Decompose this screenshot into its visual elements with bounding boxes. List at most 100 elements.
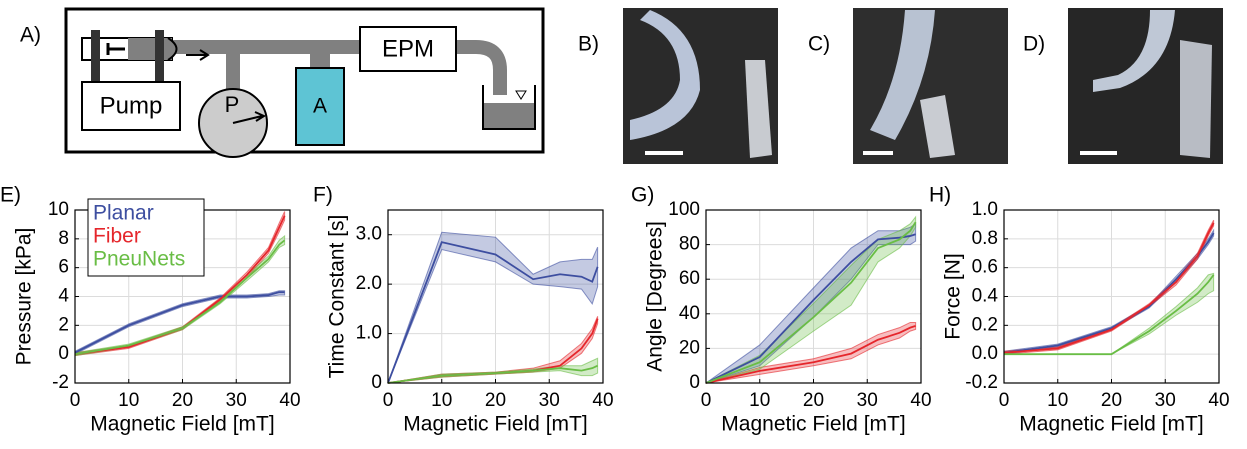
pump-clamp [155,30,164,82]
series-line [705,325,916,384]
y-tick-label: 0 [371,372,382,393]
x-tick-label: 30 [857,390,878,411]
y-tick-label: 60 [679,268,700,289]
x-tick-label: 10 [1047,390,1068,411]
series-line [1003,222,1215,354]
series-line [705,221,917,384]
x-tick-label: 30 [1155,390,1176,411]
error-band [1003,219,1215,355]
x-tick-label: 30 [226,390,247,411]
x-tick-label: 20 [803,390,824,411]
series-line [387,364,599,384]
photo-actuator [630,10,700,140]
y-tick-label: 10 [48,199,69,220]
y-axis-label: Force [N] [942,253,965,339]
plunger [106,43,125,55]
x-tick-label: 40 [592,390,613,411]
y-axis-label: Pressure [kPa] [13,228,36,366]
photo-actuator [1180,40,1212,158]
y-tick-label: 4 [58,286,69,307]
syringe-fluid [128,38,172,60]
diagram-frame [64,7,545,154]
y-tick-label: 20 [679,337,700,358]
reservoir [482,85,536,130]
chart: H) -0.2 0.0 0.2 0.4 0.6 0.8 1.0 0 10 20 30 40Magneti… [929,184,1230,436]
plot-frame [387,209,604,384]
panel-label: E) [0,184,21,207]
legend-entry: PneuNets [93,248,185,271]
pump-box [81,81,181,131]
y-tick-label: 0 [689,372,700,393]
photos: B) C) D) [578,8,1223,164]
x-axis-label: Magnetic Field [mT] [90,413,274,436]
y-axis-label: Time Constant [s] [326,215,349,379]
y-tick-label: 0.6 [972,257,998,278]
y-tick-label: 0.8 [972,228,998,249]
x-axis-label: Magnetic Field [mT] [1019,413,1203,436]
error-band [387,231,599,384]
y-axis-label: Angle [Degrees] [644,221,667,372]
plot-frame [705,209,922,384]
series-line [705,233,916,384]
y-tick-label: 3.0 [356,224,382,245]
level-mark [515,90,527,100]
y-tick-label: 1.0 [356,323,382,344]
panel-label: C) [808,33,830,56]
x-axis-label: Magnetic Field [mT] [721,413,905,436]
photo-actuator [870,10,935,140]
y-tick-label: 100 [668,199,700,220]
panel-label: F) [313,184,333,207]
x-tick-label: 10 [118,390,139,411]
x-tick-label: 20 [172,390,193,411]
legend-entry: Planar [93,202,154,225]
series-line [74,291,285,354]
gauge-stem [226,52,240,92]
x-axis-label: Magnetic Field [mT] [403,413,587,436]
x-tick-label: 40 [910,390,931,411]
x-tick-label: 0 [383,390,394,411]
x-tick-label: 40 [279,390,300,411]
diagram: A) Pump P A EPM [20,7,545,158]
x-tick-label: 30 [539,390,560,411]
x-tick-label: 0 [999,390,1010,411]
photo-actuator [1093,10,1175,92]
tube [130,40,507,95]
x-tick-label: 20 [1101,390,1122,411]
panel-label: B) [578,33,599,56]
x-tick-label: 40 [1208,390,1229,411]
x-tick-label: 10 [749,390,770,411]
pump-clamp [91,30,100,82]
error-band [1004,272,1215,355]
x-tick-label: 20 [485,390,506,411]
accumulator-label: A [313,95,327,118]
series-line [1003,232,1215,354]
epm-box [359,26,457,72]
legend-entry: Fiber [93,225,141,248]
y-tick-label: 0 [58,343,69,364]
syringe-tip [167,37,178,61]
photo-actuator [920,95,955,158]
panel-label: G) [631,184,654,207]
series-line [74,215,286,356]
panel-label: A) [20,24,41,47]
panel-label: H) [929,184,951,207]
y-tick-label: 40 [679,303,700,324]
reservoir-fluid [483,103,535,129]
accumulator [295,67,345,146]
y-tick-label: 80 [679,234,700,255]
y-tick-label: -2 [52,372,69,393]
error-band [1003,228,1215,355]
x-tick-label: 0 [70,390,81,411]
epm-label: EPM [382,35,434,62]
pump-label: Pump [100,92,163,119]
x-tick-label: 10 [431,390,452,411]
series-line [74,239,286,356]
y-tick-label: 2 [58,314,69,335]
photo-actuator [745,60,772,158]
y-tick-label: 0.0 [972,343,998,364]
gauge-label: P [225,92,240,117]
